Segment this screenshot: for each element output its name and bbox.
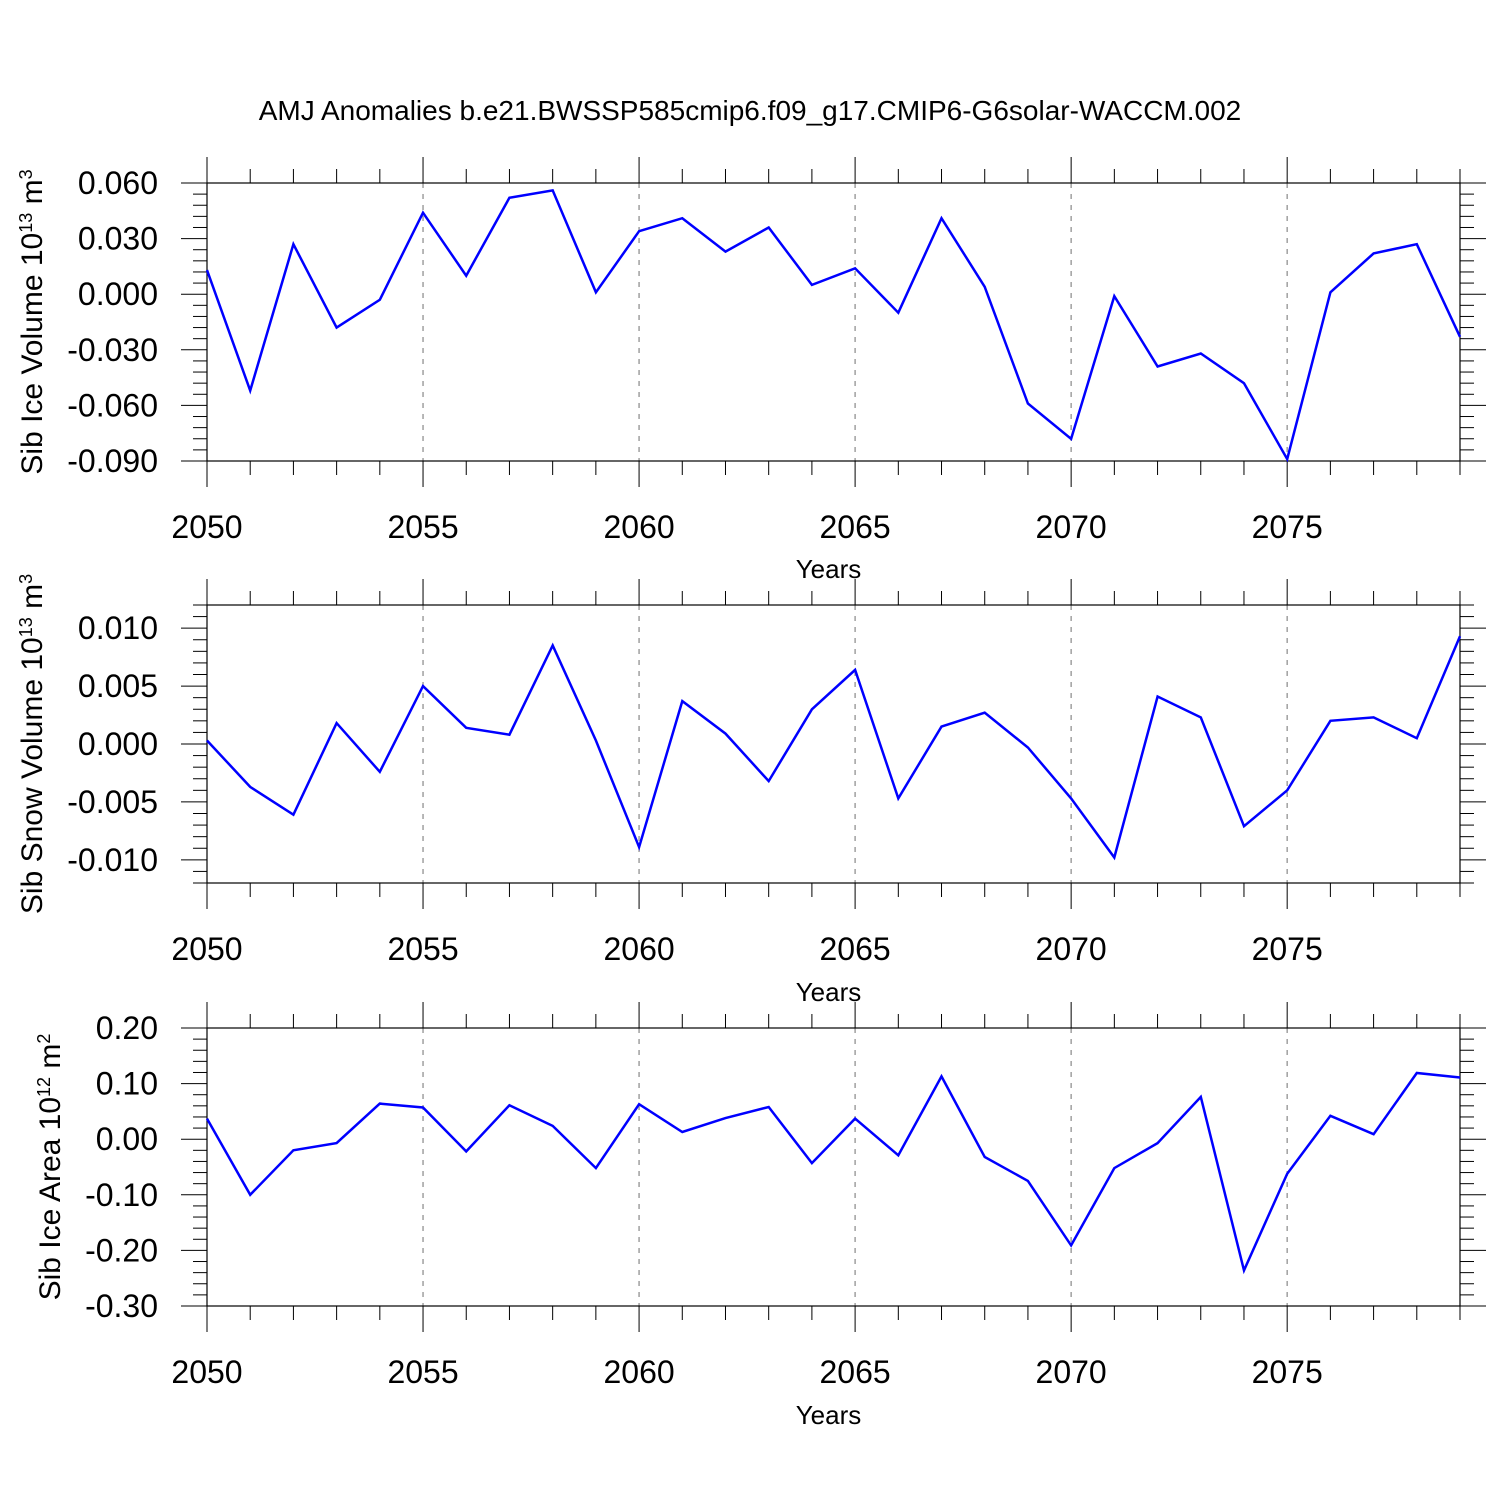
y-axis-label-text: Sib Ice Area 10: [34, 1097, 67, 1300]
x-tick-label: 2065: [820, 931, 891, 967]
y-axis-label-text: m: [34, 1044, 67, 1077]
x-tick-label: 2075: [1252, 1354, 1323, 1390]
y-axis-label-text: Sib Snow Volume 10: [16, 637, 49, 914]
x-tick-label: 2065: [820, 1354, 891, 1390]
x-tick-label: 2055: [387, 1354, 458, 1390]
y-tick-label: -0.090: [67, 443, 158, 479]
y-axis-label-superscript: 13: [16, 617, 36, 637]
x-tick-label: 2060: [603, 509, 674, 545]
y-axis-label-superscript: 3: [16, 574, 36, 584]
y-tick-label: 0.00: [96, 1121, 158, 1157]
x-tick-label: 2070: [1036, 931, 1107, 967]
y-tick-label: -0.060: [67, 387, 158, 423]
y-axis-label-superscript: 3: [16, 169, 36, 179]
y-axis-label: Sib Ice Area 1012 m2: [34, 1034, 67, 1301]
y-axis-label-text: m: [16, 584, 49, 617]
panel-snow-volume: -0.010 -0.005 0.000 0.005 0.010 2050 2055 2060 2…: [16, 574, 1486, 1007]
y-tick-label: -0.20: [85, 1232, 158, 1268]
y-axis-label: Sib Snow Volume 1013 m3: [16, 574, 49, 914]
y-axis-label-superscript: 12: [34, 1077, 54, 1097]
plot-frame: [206, 1027, 1461, 1307]
x-tick-label: 2060: [603, 1354, 674, 1390]
panel-ice-area: -0.30 -0.20 -0.10 0.00 0.10 0.20 2050 2055 2060 2…: [34, 1002, 1486, 1430]
x-tick-label: 2050: [171, 931, 242, 967]
x-tick-label: 2075: [1252, 509, 1323, 545]
x-tick-label: 2050: [171, 1354, 242, 1390]
x-tick-label: 2055: [387, 509, 458, 545]
data-series-line: [206, 635, 1462, 861]
data-series-line: [205, 1071, 1461, 1275]
x-tick-label: 2070: [1036, 509, 1107, 545]
plot-frame: [206, 182, 1461, 462]
y-axis-label-text: m: [16, 179, 49, 212]
x-axis-label: Years: [796, 1400, 862, 1430]
y-tick-label: 0.20: [96, 1010, 158, 1046]
panel-ice-volume: -0.090 -0.060 -0.030 0.000 0.030 0.060 2050 205…: [16, 157, 1486, 584]
y-tick-label: -0.10: [85, 1177, 158, 1213]
y-tick-label: -0.030: [67, 332, 158, 368]
x-tick-label: 2075: [1252, 931, 1323, 967]
x-tick-label: 2050: [171, 509, 242, 545]
y-tick-label: -0.005: [67, 784, 158, 820]
y-axis-label: Sib Ice Volume 1013 m3: [16, 169, 49, 474]
x-axis-label: Years: [796, 977, 862, 1007]
data-series-line: [205, 189, 1462, 463]
x-axis-label: Years: [796, 554, 862, 584]
x-tick-label: 2060: [603, 931, 674, 967]
y-tick-label: 0.005: [78, 668, 158, 704]
y-axis-label-text: Sib Ice Volume 10: [16, 233, 49, 475]
y-tick-label: 0.000: [78, 726, 158, 762]
y-tick-label: 0.030: [78, 221, 158, 257]
y-tick-label: 0.010: [78, 610, 158, 646]
y-tick-label: 0.000: [78, 276, 158, 312]
x-tick-label: 2065: [820, 509, 891, 545]
chart-title: AMJ Anomalies b.e21.BWSSP585cmip6.f09_g1…: [259, 95, 1242, 126]
y-axis-label-superscript: 2: [34, 1034, 54, 1044]
x-tick-label: 2055: [387, 931, 458, 967]
y-axis-label-superscript: 13: [16, 213, 36, 233]
y-tick-label: -0.30: [85, 1288, 158, 1324]
y-tick-label: -0.010: [67, 842, 158, 878]
y-tick-label: 0.060: [78, 165, 158, 201]
x-tick-label: 2070: [1036, 1354, 1107, 1390]
y-tick-label: 0.10: [96, 1066, 158, 1102]
